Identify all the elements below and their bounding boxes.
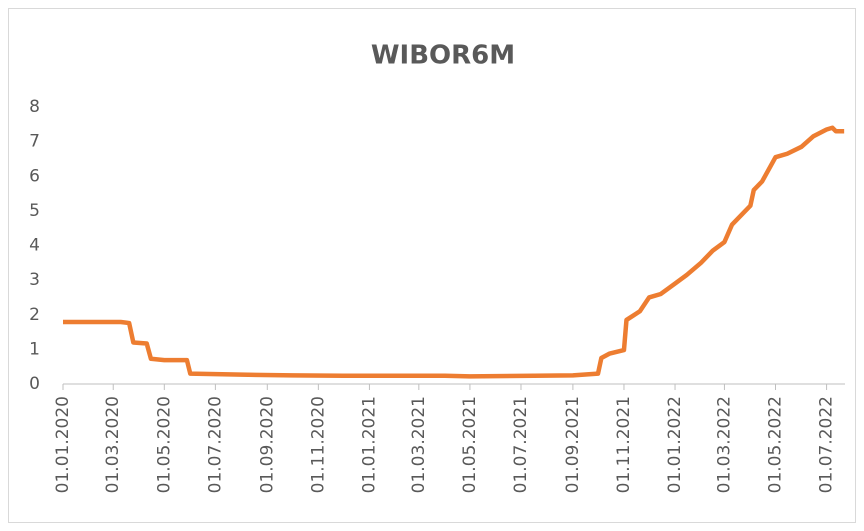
x-tick-label: 01.03.2020: [103, 396, 123, 493]
x-tick-label: 01.03.2022: [714, 396, 734, 493]
y-tick-label: 1: [29, 339, 40, 359]
x-tick-label: 01.05.2020: [154, 396, 174, 493]
x-tick-label: 01.07.2021: [511, 396, 531, 493]
x-tick-label: 01.09.2021: [563, 396, 583, 493]
x-tick-label: 01.11.2020: [308, 396, 328, 493]
x-tick-label: 01.05.2022: [766, 396, 786, 493]
y-tick-label: 3: [29, 270, 40, 290]
x-tick-label: 01.07.2022: [817, 396, 837, 493]
chart-border: [8, 8, 856, 523]
y-tick-label: 5: [29, 201, 40, 221]
line: [63, 125, 845, 379]
x-tick-label: 01.07.2020: [205, 396, 225, 493]
y-tick-label: 6: [29, 166, 40, 186]
x-tick-label: 01.01.2022: [665, 396, 685, 493]
y-tick-label: 7: [29, 132, 40, 152]
x-tick-label: 01.01.2020: [53, 396, 73, 493]
x-tick-label: 01.11.2021: [614, 396, 634, 493]
y-tick-label: 0: [29, 374, 40, 394]
y-tick-label: 4: [29, 236, 40, 256]
y-tick-label: 2: [29, 305, 40, 325]
x-tick-label: 01.01.2021: [359, 396, 379, 493]
x-tick-label: 01.03.2021: [409, 396, 429, 493]
y-tick-label: 8: [29, 97, 40, 117]
chart-title: WIBOR6M: [371, 41, 515, 71]
x-tick-label: 01.05.2021: [460, 396, 480, 493]
x-tick-label: 01.09.2020: [257, 396, 277, 493]
